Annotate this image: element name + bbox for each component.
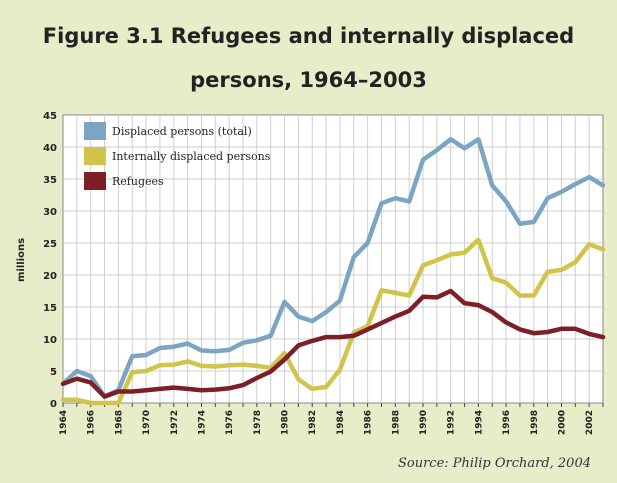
legend-label-displaced-persons-total: Displaced persons (total)	[112, 125, 252, 138]
x-tick-label: 1970	[142, 410, 152, 435]
x-tick-label: 1972	[170, 410, 180, 435]
legend-label-internally-displaced-persons: Internally displaced persons	[112, 150, 271, 163]
x-tick-label: 1990	[419, 410, 429, 435]
x-tick-label: 1966	[87, 410, 97, 435]
x-tick-label: 1976	[225, 410, 235, 435]
y-tick-label: 35	[43, 175, 57, 186]
x-tick-label: 1980	[281, 410, 291, 435]
source-note: Source: Philip Orchard, 2004	[397, 456, 591, 471]
x-tick-label: 1998	[530, 410, 540, 435]
x-axis: 1964 1966 1968 1970 1972 1974 1976 1978 1980 1982…	[59, 403, 604, 435]
legend-swatch-displaced-persons-total	[84, 122, 106, 140]
y-tick-label: 15	[43, 303, 57, 314]
x-tick-label: 1988	[391, 410, 401, 435]
y-axis: 0 5 10 15 20 25 30 35 40 45	[43, 111, 57, 410]
series-group	[60, 137, 606, 406]
legend-swatch-internally-displaced-persons	[84, 147, 106, 165]
x-tick-label: 2002	[585, 410, 595, 435]
x-tick-label: 1986	[364, 410, 374, 435]
legend-label-refugees: Refugees	[112, 175, 164, 188]
legend: Displaced persons (total) Internally disp…	[84, 122, 271, 190]
x-tick-label: 1968	[114, 410, 124, 435]
x-tick-label: 1964	[59, 410, 69, 435]
y-tick-label: 40	[43, 143, 57, 154]
y-tick-label: 25	[43, 239, 57, 250]
y-tick-label: 30	[43, 207, 57, 218]
legend-swatch-refugees	[84, 172, 106, 190]
y-tick-label: 0	[50, 399, 57, 410]
chart-title-line2: persons, 1964–2003	[190, 68, 427, 92]
x-tick-label: 2000	[557, 410, 567, 435]
x-tick-label: 1996	[502, 410, 512, 435]
chart-title-line1: Figure 3.1 Refugees and internally displ…	[42, 24, 575, 48]
y-tick-label: 5	[50, 367, 57, 378]
series-line-refugees	[60, 288, 606, 399]
y-tick-label: 20	[43, 271, 57, 282]
x-tick-label: 1994	[474, 410, 484, 435]
y-tick-label: 45	[43, 111, 57, 122]
x-tick-label: 1984	[336, 410, 346, 435]
series-line-displaced-persons-total	[60, 137, 606, 399]
plot-area	[62, 114, 604, 404]
x-tick-label: 1978	[253, 410, 263, 435]
y-axis-label: millions	[16, 238, 27, 282]
x-tick-label: 1974	[197, 410, 207, 435]
x-tick-label: 1992	[447, 410, 457, 435]
series-line-internally-displaced-persons	[60, 237, 606, 406]
x-tick-label: 1982	[308, 410, 318, 435]
y-tick-label: 10	[43, 335, 57, 346]
